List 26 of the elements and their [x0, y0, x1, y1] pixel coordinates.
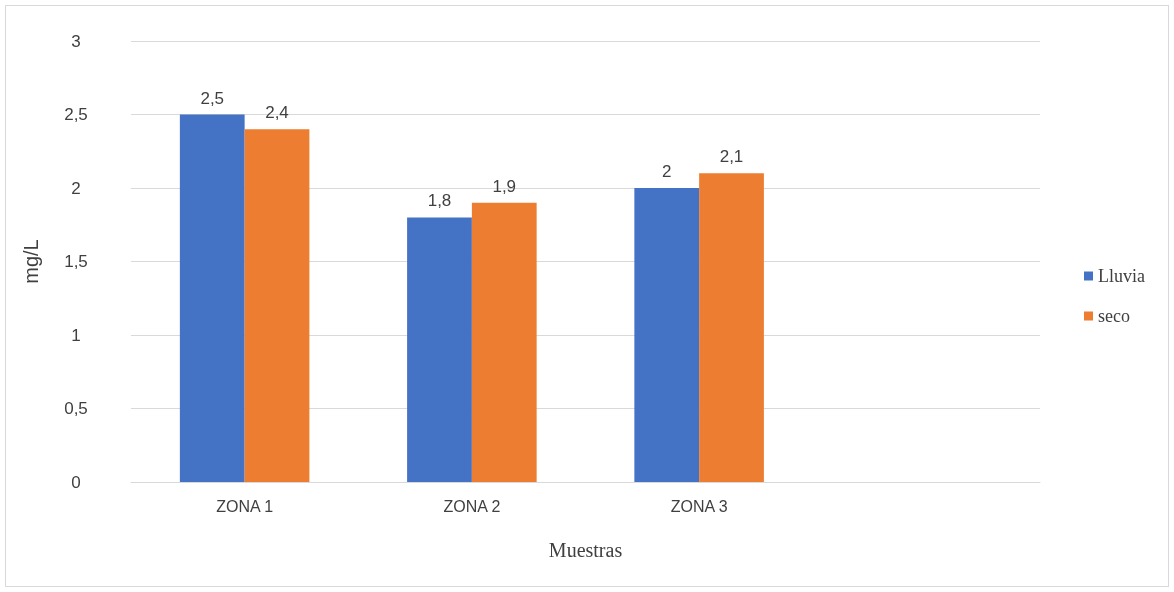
- y-tick-label: 2,5: [64, 105, 88, 124]
- y-tick-label: 1,5: [64, 252, 88, 271]
- data-label: 2: [662, 162, 672, 181]
- legend-label: Lluvia: [1098, 266, 1146, 286]
- y-tick-label: 2: [71, 178, 81, 198]
- bar: [244, 129, 310, 482]
- bar: [407, 217, 472, 482]
- y-tick-label: 1: [71, 325, 81, 345]
- y-tick-label: 0,5: [64, 399, 88, 418]
- x-tick-label: ZONA 3: [670, 497, 728, 515]
- bar: [179, 114, 245, 482]
- x-axis-title: Muestras: [548, 539, 623, 561]
- data-label: 2,5: [200, 88, 225, 108]
- bar: [471, 202, 537, 482]
- data-label: 2,4: [265, 103, 289, 123]
- y-tick-label: 0: [71, 472, 81, 492]
- legend-label: seco: [1098, 306, 1130, 326]
- bar: [634, 188, 700, 482]
- data-label: 1,8: [427, 191, 452, 211]
- x-tick-label: ZONA 2: [443, 497, 501, 515]
- data-label: 2,1: [719, 147, 744, 167]
- bar: [699, 173, 764, 482]
- y-tick-label: 3: [71, 31, 81, 51]
- y-axis-title: mg/L: [20, 239, 42, 284]
- x-tick-label: ZONA 1: [216, 497, 274, 515]
- data-label: 1,9: [492, 176, 517, 196]
